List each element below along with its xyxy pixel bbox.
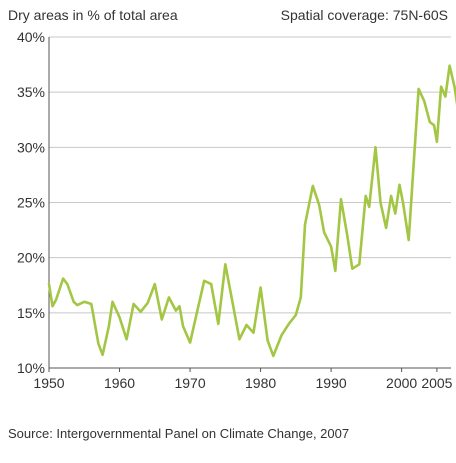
x-tick-label: 1950 [33, 375, 64, 391]
y-tick-label: 35% [17, 84, 45, 100]
x-tick-label: 2000 [386, 375, 417, 391]
source-note: Source: Intergovernmental Panel on Clima… [8, 426, 350, 441]
y-tick-label: 30% [17, 139, 45, 155]
axis-ticks: 10% 15% 20% 25% 30% 35% 40% 1950 1960 1970 1980 199… [17, 29, 453, 391]
y-tick-label: 20% [17, 250, 45, 266]
series-line [47, 64, 456, 358]
x-tick-label: 1960 [104, 375, 135, 391]
y-axis-title: Dry areas in % of total area [8, 7, 178, 23]
gridlines [48, 36, 451, 369]
x-tick-label: 2005 [421, 375, 452, 391]
y-tick-label: 40% [17, 29, 45, 45]
spatial-coverage-label: Spatial coverage: 75N-60S [281, 7, 448, 23]
x-tick-label: 1980 [245, 375, 276, 391]
y-tick-label: 25% [17, 195, 45, 211]
y-tick-label: 15% [17, 305, 45, 321]
series-layer [47, 64, 456, 358]
y-tick-label: 10% [17, 360, 45, 376]
x-tick-label: 1970 [174, 375, 205, 391]
x-tick-label: 1990 [316, 375, 347, 391]
